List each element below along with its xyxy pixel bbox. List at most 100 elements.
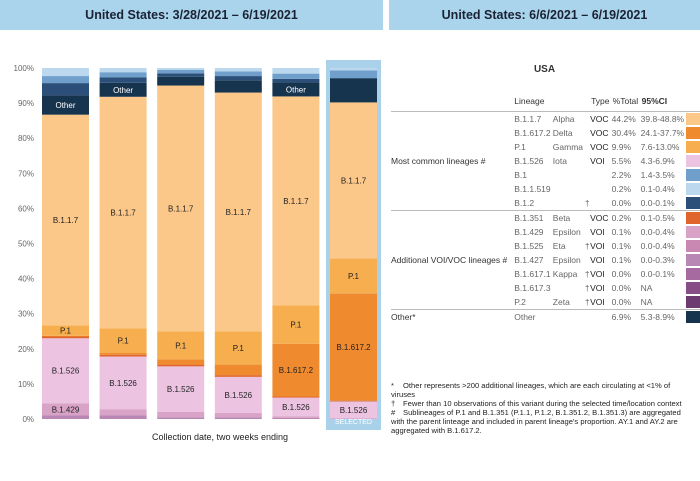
table-header-row: Lineage Type %Total 95%CI: [391, 91, 700, 112]
bar-segment-b-1-429: [42, 403, 89, 416]
pct-cell: 0.1%: [611, 227, 632, 237]
type-cell: VOI: [590, 156, 605, 166]
footnote-symbol: *: [391, 381, 394, 390]
ci-cell: NA: [640, 283, 653, 293]
bar-segment-b-1-1-519: [42, 68, 89, 77]
color-swatch: [685, 141, 700, 153]
lineage-cell: P.2: [514, 297, 526, 307]
name-cell: [553, 182, 585, 196]
bar-label: B.1.1.7: [341, 176, 367, 185]
name-cell: [553, 281, 585, 295]
bar-segment-b-1-1-7: [214, 92, 262, 332]
ci-cell: 0.0-0.1%: [640, 269, 675, 279]
bar-segment-b-1-427: [214, 417, 262, 419]
pct-cell: 9.9%: [611, 142, 632, 152]
ci-cell: 0.0-0.4%: [640, 241, 675, 251]
dagger-cell: [584, 309, 591, 324]
name-cell: Alpha: [552, 111, 585, 126]
name-cell: Iota: [552, 156, 567, 166]
selected-label: SELECTED: [335, 419, 372, 426]
table-row: B.1.525 Eta † VOI 0.1% 0.0-0.4%: [391, 239, 700, 253]
bar-segment-other: [99, 82, 147, 97]
y-tick-label: 0%: [22, 415, 34, 424]
type-cell: VOC: [590, 128, 609, 138]
lineage-table: Lineage Type %Total 95%CI Most common li…: [391, 91, 700, 324]
pct-cell: 0.0%: [611, 283, 632, 293]
bar-segment-b-1-526: [272, 397, 320, 417]
bar-label: P.1: [233, 344, 245, 353]
table-title: USA: [533, 64, 556, 75]
table-row: B.1.526 Iota VOI 5.5% 4.3-6.9%: [391, 154, 700, 168]
header-left: United States: 3/28/2021 – 6/19/2021: [0, 0, 383, 30]
pct-cell: 0.2%: [611, 210, 641, 225]
bar-segment-b-1-617-2: [99, 353, 147, 355]
lineage-cell: B.1.351: [511, 210, 553, 225]
name-cell: Beta: [552, 210, 585, 225]
lineage-cell: B.1.1.519: [514, 184, 551, 194]
bar-label: P.1: [175, 341, 187, 350]
lineage-cell: B.1.526: [514, 156, 544, 166]
type-cell: [590, 168, 612, 182]
name-cell: Zeta: [552, 297, 570, 307]
lineage-cell: B.1.617.1: [514, 269, 551, 279]
bar-label: B.1.1.7: [283, 197, 309, 206]
bar-segment-b-1-526: [157, 366, 205, 412]
bar-label: B.1.1.7: [53, 216, 79, 225]
name-cell: Delta: [552, 128, 573, 138]
pct-cell: 6.9%: [611, 309, 641, 324]
header-pct: %Total: [612, 96, 639, 106]
pct-cell: 30.4%: [611, 128, 636, 138]
bar-segment-b-1-1-519: [157, 68, 205, 70]
ci-cell: 4.3-6.9%: [640, 156, 675, 166]
color-swatch: [685, 254, 700, 266]
pct-cell: 2.2%: [611, 170, 632, 180]
footnote-symbol: #: [391, 408, 396, 417]
footnote: * Other represents >200 additional lineag…: [391, 381, 691, 399]
color-swatch: [685, 212, 700, 224]
ci-cell: NA: [640, 297, 653, 307]
table-row: B.1.2 † 0.0% 0.0-0.1%: [391, 196, 700, 211]
bar-label: B.1.526: [167, 385, 195, 394]
name-cell: [552, 309, 585, 324]
table-row: B.1.429 Epsilon VOI 0.1% 0.0-0.4%: [391, 225, 700, 239]
bar-segment-b-1-2: [272, 78, 320, 83]
pct-cell: 5.5%: [611, 156, 632, 166]
bar-label: B.1.526: [282, 403, 310, 412]
table-row: P.1 Gamma VOC 9.9% 7.6-13.0%: [391, 140, 700, 154]
bar-segment-b-1-1-7: [330, 102, 377, 259]
color-swatch: [685, 226, 700, 238]
type-cell: VOC: [590, 142, 609, 152]
ci-cell: 0.0-0.3%: [640, 255, 675, 265]
type-cell: [590, 309, 612, 324]
pct-cell: 44.2%: [611, 111, 641, 126]
lineage-cell: B.1.525: [514, 241, 544, 251]
header-ci: 95%CI: [641, 96, 668, 106]
color-swatch: [685, 197, 700, 209]
bar-label: Other: [286, 85, 306, 94]
table-row: B.1.617.1 Kappa † VOI 0.0% 0.0-0.1%: [391, 267, 700, 281]
bar-segment-b-1-1-519: [214, 68, 262, 72]
ci-cell: 0.0-0.1%: [640, 198, 675, 208]
lineage-cell: B.1.617.2: [514, 128, 551, 138]
bar-segment-b-1-2: [42, 83, 89, 96]
bar-segment-b-1-526: [330, 401, 377, 419]
bar-segment-b-1-429: [330, 418, 377, 419]
bar-segment-b-1-617-2: [214, 364, 262, 376]
bar-segment-other: [330, 78, 377, 103]
type-cell: VOC: [590, 210, 612, 225]
footnote-symbol: †: [391, 399, 396, 408]
y-tick-label: 10%: [18, 380, 34, 389]
bar-label: B.1.617.2: [336, 343, 371, 352]
name-cell: Gamma: [552, 142, 584, 152]
type-cell: [590, 196, 612, 211]
lineage-cell: B.1.2: [514, 198, 535, 208]
bar-segment-b-1: [42, 76, 89, 84]
color-swatch: [685, 240, 700, 252]
table-row: B.1.427 Epsilon VOI 0.1% 0.0-0.3%: [391, 253, 700, 267]
bar-segment-b-1-429: [272, 416, 320, 418]
lineage-cell: P.1: [514, 142, 526, 152]
y-tick-label: 20%: [18, 345, 34, 354]
bar-segment-b-1: [272, 73, 320, 79]
table-row: B.1.617.3 † VOI 0.0% NA: [391, 281, 700, 295]
y-tick-label: 100%: [14, 64, 34, 73]
